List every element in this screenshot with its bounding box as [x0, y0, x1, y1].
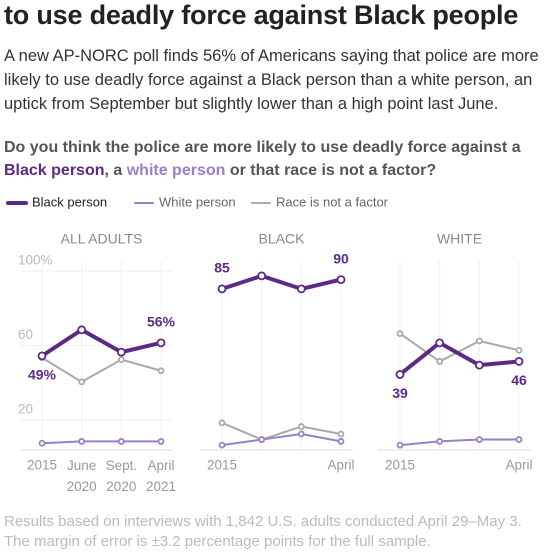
data-label: 90	[333, 250, 349, 266]
point	[117, 356, 125, 363]
text: or that race is not a factor?	[225, 162, 437, 179]
point	[396, 441, 404, 449]
series-line	[40, 327, 162, 358]
series-line	[41, 440, 161, 445]
point	[78, 378, 86, 386]
text: , a	[104, 162, 127, 179]
data-label: 46	[511, 372, 527, 388]
point	[218, 419, 226, 427]
point	[337, 430, 345, 438]
legend-label: White person	[159, 194, 236, 209]
point	[258, 436, 266, 443]
y-tick-label: 100%	[18, 253, 53, 268]
panel-title: ALL ADULTS	[61, 231, 143, 247]
point	[78, 438, 86, 445]
question-line: Do you think the police are more likely …	[4, 139, 521, 156]
series-line	[221, 273, 342, 291]
point	[475, 436, 483, 443]
footnote: Results based on interviews with 1,842 U…	[4, 512, 522, 552]
point	[336, 275, 346, 284]
point	[38, 439, 46, 447]
legend-label: Race is not a factor	[276, 194, 389, 209]
point	[436, 358, 444, 365]
black-person: Black person	[4, 162, 105, 179]
x-tick-label: April	[327, 458, 354, 473]
point	[435, 338, 445, 348]
point	[297, 430, 305, 438]
series-line	[221, 421, 342, 441]
point	[257, 271, 267, 281]
point	[218, 441, 226, 449]
point	[77, 325, 87, 335]
point	[296, 284, 306, 294]
point	[116, 347, 126, 357]
x-tick-label: 2015	[207, 458, 237, 473]
point	[395, 370, 405, 379]
x-tick-label: 2015	[385, 458, 415, 473]
series-line	[221, 432, 342, 447]
data-label: 56%	[147, 314, 176, 330]
point	[474, 360, 484, 370]
panel-title: WHITE	[437, 231, 482, 247]
point	[117, 438, 125, 445]
y-tick-label: 60	[18, 327, 33, 342]
data-label: 85	[214, 260, 230, 276]
data-label: 39	[392, 385, 408, 401]
x-tick-label: Sept. 2020	[106, 458, 138, 494]
x-tick-label: April 2021	[146, 458, 176, 494]
question-line: Black person, a white person or that rac…	[4, 159, 521, 182]
x-tick-label-line: April	[147, 458, 174, 473]
white-person: white person	[126, 162, 226, 179]
point	[396, 330, 404, 337]
series-line	[399, 332, 520, 363]
x-tick-label: April	[505, 458, 532, 473]
point	[475, 337, 483, 345]
point	[514, 357, 524, 366]
point	[515, 346, 523, 354]
point	[297, 423, 305, 430]
x-tick-label-line: June	[67, 458, 96, 473]
headline: to use deadly force against Black people	[4, 0, 519, 30]
footnote-line: Results based on interviews with 1,842 U…	[4, 513, 522, 530]
point	[157, 367, 165, 375]
point	[157, 438, 165, 445]
point	[515, 436, 523, 443]
y-tick-label: 20	[18, 401, 33, 416]
intro-line: uptick from September but slightly lower…	[4, 95, 499, 113]
x-tick-label-line: 2021	[146, 479, 176, 494]
point	[217, 284, 227, 294]
point	[337, 438, 345, 445]
intro: A new AP-NORC poll finds 56% of American…	[4, 44, 539, 116]
data-label: 49%	[28, 367, 57, 383]
legend-label: Black person	[32, 194, 107, 209]
intro-line: A new AP-NORC poll finds 56% of American…	[4, 47, 539, 65]
series-line	[41, 356, 162, 383]
footnote-line: The margin of error is ±3.2 percentage p…	[4, 533, 431, 550]
charts: Black person White person Race is not a fa…	[6, 194, 533, 494]
x-tick-label: 2015	[27, 458, 57, 473]
point	[37, 351, 47, 361]
series-line	[399, 438, 519, 447]
point	[156, 338, 166, 348]
x-tick-label-line: 2020	[106, 479, 136, 494]
x-tick-label: June 2020	[67, 458, 97, 494]
x-tick-label-line: 2020	[67, 479, 97, 494]
intro-line: likely to use deadly force against a Bla…	[4, 71, 533, 89]
panel-title: BLACK	[259, 231, 306, 247]
series-line	[398, 340, 520, 377]
x-tick-label-line: Sept.	[106, 458, 138, 473]
point	[436, 438, 444, 445]
question: Do you think the police are more likely …	[4, 136, 521, 182]
